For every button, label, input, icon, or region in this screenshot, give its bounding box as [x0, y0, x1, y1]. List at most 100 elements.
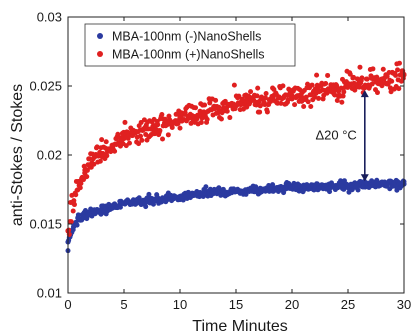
y-tick-label: 0.02 [37, 148, 62, 163]
measurement-point [139, 137, 145, 143]
measurement-point [341, 89, 347, 95]
measurement-point [395, 67, 401, 73]
y-tick-label: 0.025 [29, 79, 62, 94]
measurement-point [224, 108, 230, 114]
measurement-point [127, 140, 132, 146]
measurement-point [351, 74, 356, 80]
x-tick-label: 15 [229, 297, 243, 312]
measurement-point [202, 102, 208, 108]
measurement-point [257, 109, 263, 115]
measurement-point [357, 64, 363, 70]
measurement-point [154, 119, 160, 125]
measurement-point [117, 204, 123, 210]
x-tick-label: 20 [285, 297, 299, 312]
measurement-point [222, 98, 228, 104]
measurement-point [379, 83, 385, 89]
measurement-point [218, 116, 224, 122]
measurement-point [355, 187, 361, 193]
measurement-point [68, 219, 74, 225]
measurement-point [97, 158, 103, 164]
measurement-point [207, 100, 213, 106]
measurement-point [75, 212, 81, 218]
x-tick-label: 25 [341, 297, 355, 312]
measurement-point [280, 83, 286, 89]
measurement-point [316, 95, 322, 101]
measurement-point [396, 60, 402, 66]
legend-entry: MBA-100nm (+)NanoShells [112, 48, 265, 62]
data-points-layer [65, 60, 407, 254]
measurement-point [82, 208, 88, 214]
y-tick-label: 0.01 [37, 286, 62, 301]
measurement-point [71, 202, 77, 208]
measurement-point [86, 156, 92, 162]
measurement-point [193, 105, 199, 111]
measurement-point [136, 195, 142, 201]
legend-marker [97, 33, 103, 39]
measurement-point [393, 72, 399, 78]
delta-arrow-head-up [360, 90, 369, 98]
measurement-point [308, 104, 314, 109]
delta-temperature-label: Δ20 °C [315, 128, 356, 143]
legend: MBA-100nm (-)NanoShells MBA-100nm (+)Nano… [84, 23, 296, 67]
measurement-point [400, 75, 406, 81]
measurement-point [71, 198, 77, 204]
measurement-point [169, 124, 175, 130]
measurement-point [262, 95, 268, 101]
measurement-point [66, 227, 72, 233]
measurement-point [138, 133, 144, 139]
measurement-point [323, 81, 329, 87]
measurement-point [253, 102, 259, 108]
measurement-point [340, 93, 346, 99]
measurement-point [112, 148, 118, 154]
measurement-point [143, 204, 149, 210]
measurement-point [91, 161, 97, 167]
measurement-point [160, 136, 166, 142]
measurement-point [236, 93, 242, 99]
measurement-point [188, 120, 194, 126]
measurement-point [213, 97, 219, 103]
measurement-point [325, 72, 331, 78]
measurement-point [197, 108, 203, 114]
y-axis-title: anti-Stokes / Stokes [9, 84, 26, 226]
x-axis-title: Time Minutes [192, 318, 287, 335]
x-tick-label: 10 [173, 297, 187, 312]
measurement-point [146, 191, 152, 197]
measurement-point [227, 115, 233, 121]
measurement-point [70, 227, 76, 233]
measurement-point [255, 85, 261, 91]
measurement-point [387, 85, 393, 91]
measurement-point [364, 76, 370, 82]
measurement-point [175, 120, 181, 126]
measurement-point [380, 66, 386, 72]
legend-marker [97, 51, 103, 57]
measurement-point [104, 153, 110, 159]
measurement-point [204, 116, 210, 122]
measurement-point [339, 99, 345, 105]
measurement-point [152, 122, 158, 128]
legend-box [84, 23, 296, 67]
measurement-point [70, 208, 76, 214]
measurement-point [254, 93, 260, 99]
x-tick-label: 30 [397, 297, 411, 312]
measurement-point [264, 109, 270, 115]
measurement-point [278, 100, 284, 106]
measurement-point [309, 82, 315, 88]
measurement-point [73, 192, 79, 198]
measurement-point [182, 110, 188, 116]
y-tick-label: 0.03 [37, 10, 62, 25]
x-tick-label: 5 [120, 297, 127, 312]
measurement-point [198, 119, 204, 125]
measurement-point [292, 102, 298, 108]
legend-entry: MBA-100nm (-)NanoShells [112, 30, 261, 44]
axes-layer: 0 5 10 15 20 25 30 0.01 0.015 0.02 0.025 0.03 Time M… [9, 10, 411, 335]
measurement-point [384, 73, 390, 79]
measurement-point [314, 72, 320, 78]
measurement-point [301, 103, 307, 109]
x-tick-label: 0 [64, 297, 71, 312]
measurement-point [159, 112, 165, 118]
measurement-point [103, 139, 109, 145]
measurement-point [122, 119, 128, 125]
measurement-point [270, 182, 276, 188]
measurement-point [78, 180, 84, 186]
